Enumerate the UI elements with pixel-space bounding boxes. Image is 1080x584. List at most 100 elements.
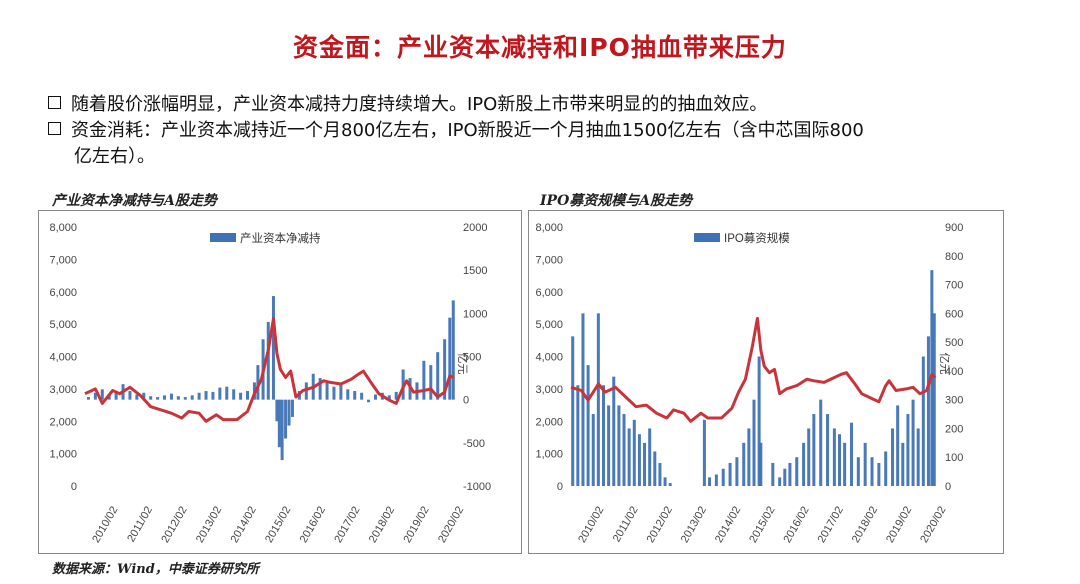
- bar: [318, 378, 322, 400]
- bar: [658, 462, 662, 486]
- bar: [176, 396, 180, 400]
- bar: [373, 394, 377, 400]
- bar: [826, 414, 830, 486]
- x-tick: 2012/02: [645, 505, 675, 545]
- bar: [759, 442, 763, 486]
- bar: [204, 391, 208, 400]
- bar: [921, 356, 925, 486]
- bar: [287, 399, 291, 426]
- x-tick: 2011/02: [611, 505, 641, 545]
- bar: [211, 391, 215, 400]
- bar: [304, 382, 308, 400]
- bar: [926, 336, 930, 486]
- bar: [197, 392, 201, 400]
- x-tick: 2018/02: [367, 505, 397, 545]
- bar: [802, 442, 806, 486]
- bar: [581, 313, 585, 486]
- bar: [708, 477, 712, 486]
- bar: [856, 457, 860, 486]
- bar: [653, 451, 657, 486]
- y-right-label: 亿元: [456, 353, 469, 375]
- y-right-tick: 0: [463, 395, 469, 407]
- bar: [757, 356, 761, 486]
- bar: [394, 391, 398, 400]
- bar: [275, 399, 279, 422]
- y-left-tick: 4,000: [49, 352, 77, 364]
- bar: [266, 321, 270, 400]
- bar: [277, 399, 281, 448]
- bar: [896, 405, 900, 486]
- y-right-tick: 0: [945, 481, 951, 493]
- bar: [332, 386, 336, 400]
- bar: [843, 442, 847, 486]
- bar: [451, 300, 455, 400]
- bar: [807, 428, 811, 486]
- bar: [86, 397, 90, 400]
- bar: [742, 442, 746, 486]
- y-right-tick: 900: [945, 222, 963, 234]
- bar: [114, 391, 118, 400]
- bar: [443, 339, 447, 400]
- legend-label: IPO募资规模: [724, 231, 790, 245]
- bar: [225, 386, 229, 400]
- chart-2-svg: 8,000 7,000 6,000 5,000 4,000 3,000 2,000 1,000…: [535, 222, 963, 545]
- y-right-tick: 200: [945, 423, 963, 435]
- x-tick: 2016/02: [781, 505, 811, 545]
- bar: [617, 405, 621, 486]
- bar: [360, 392, 364, 400]
- y-left-tick: 7,000: [49, 254, 77, 266]
- bar: [778, 477, 782, 486]
- bar: [702, 419, 706, 486]
- bar: [906, 414, 910, 486]
- bullet-2-text: 资金消耗：产业资本减持近一个月800亿左右，IPO新股近一个月抽血1500亿左右…: [71, 120, 864, 141]
- bar: [747, 428, 751, 486]
- y-left-tick: 3,000: [49, 384, 77, 396]
- y-left-tick: 1,000: [49, 449, 77, 461]
- y-left-tick: 2,000: [49, 416, 77, 428]
- chart-2-panel: 8,000 7,000 6,000 5,000 4,000 3,000 2,000 1,000…: [528, 210, 1004, 554]
- index-line: [84, 316, 454, 423]
- bar: [891, 428, 895, 486]
- y-left-tick: 2,000: [535, 416, 563, 428]
- y-left-tick: 0: [557, 481, 563, 493]
- bar: [280, 399, 284, 461]
- bar: [169, 393, 173, 400]
- x-tick: 2011/02: [125, 505, 155, 545]
- bar: [637, 434, 641, 486]
- bar: [183, 397, 187, 400]
- bullet-2: 资金消耗：产业资本减持近一个月800亿左右，IPO新股近一个月抽血1500亿左右…: [48, 118, 1008, 144]
- y-right-tick: 2000: [463, 222, 487, 234]
- bar: [142, 392, 146, 400]
- y-right-tick: 300: [945, 395, 963, 407]
- x-tick: 2020/02: [918, 505, 948, 545]
- bar: [838, 434, 842, 486]
- bar: [232, 389, 236, 400]
- bar: [290, 399, 294, 417]
- bar: [870, 457, 874, 486]
- bar: [788, 462, 792, 486]
- chart-1-title: 产业资本净减持与A股走势: [52, 193, 217, 209]
- bar: [648, 428, 652, 486]
- bar: [571, 336, 575, 486]
- bar: [901, 442, 905, 486]
- bar: [218, 387, 222, 400]
- bar: [156, 397, 160, 400]
- bullet-box-icon: [48, 122, 61, 135]
- bar: [721, 468, 725, 486]
- bar: [135, 394, 139, 400]
- legend-swatch: [694, 233, 720, 242]
- bar: [596, 313, 600, 486]
- x-tick: 2015/02: [263, 505, 293, 545]
- bar: [884, 451, 888, 486]
- x-tick: 2013/02: [679, 505, 709, 545]
- bar: [271, 296, 275, 400]
- bar: [422, 360, 426, 400]
- x-tick: 2016/02: [298, 505, 328, 545]
- x-tick: 2012/02: [159, 505, 189, 545]
- bar: [916, 428, 920, 486]
- y-left-tick: 0: [71, 481, 77, 493]
- bar: [387, 395, 391, 400]
- bar: [163, 395, 167, 400]
- x-tick: 2017/02: [332, 505, 362, 545]
- bar: [819, 399, 823, 486]
